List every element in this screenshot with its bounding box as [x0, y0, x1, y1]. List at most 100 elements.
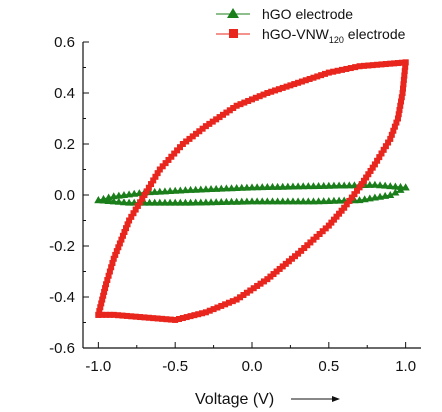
- data-point: [352, 64, 359, 71]
- data-point: [254, 282, 261, 289]
- data-point: [130, 210, 137, 217]
- data-point: [110, 255, 117, 262]
- data-point: [213, 116, 220, 123]
- data-point: [217, 198, 226, 206]
- data-point: [115, 312, 122, 319]
- data-point: [314, 197, 323, 205]
- data-point: [145, 314, 152, 321]
- data-point: [237, 101, 244, 108]
- data-point: [191, 198, 200, 206]
- data-point: [101, 288, 108, 295]
- data-point: [400, 85, 407, 92]
- data-point: [355, 196, 364, 204]
- data-point: [102, 285, 109, 292]
- data-point: [382, 61, 389, 68]
- data-point: [199, 310, 206, 317]
- data-point: [394, 60, 401, 67]
- data-point: [302, 77, 309, 84]
- data-point: [273, 197, 282, 205]
- data-point: [386, 182, 395, 190]
- data-point: [263, 197, 272, 205]
- data-point: [119, 312, 126, 319]
- data-point: [291, 81, 298, 88]
- data-point: [381, 181, 390, 189]
- data-point: [106, 311, 113, 318]
- legend-label-hgo-vnw-main: hGO-VNW: [262, 26, 330, 42]
- data-point: [288, 182, 297, 190]
- legend-marker-square-icon: [229, 29, 238, 38]
- data-point: [247, 287, 254, 294]
- data-point: [278, 197, 287, 205]
- data-point: [172, 316, 179, 323]
- data-point: [145, 184, 152, 191]
- data-point: [283, 182, 292, 190]
- data-point: [155, 198, 164, 206]
- data-point: [168, 153, 175, 160]
- series-1: [95, 59, 409, 323]
- data-point: [365, 171, 372, 178]
- data-point: [335, 181, 344, 189]
- data-point: [206, 120, 213, 127]
- data-point: [105, 272, 112, 279]
- data-point: [343, 201, 350, 208]
- data-point: [278, 182, 287, 190]
- data-point: [378, 150, 385, 157]
- data-point: [401, 72, 408, 79]
- data-point: [181, 198, 190, 206]
- data-point: [227, 197, 236, 205]
- legend-item-hgo: hGO electrode: [216, 6, 353, 22]
- data-point: [299, 197, 308, 205]
- data-point: [123, 312, 130, 319]
- data-point: [176, 315, 183, 322]
- data-point: [347, 65, 354, 72]
- data-point: [189, 133, 196, 140]
- data-point: [97, 304, 104, 311]
- data-point: [288, 197, 297, 205]
- data-point: [398, 98, 405, 105]
- data-point: [218, 302, 225, 309]
- data-point: [187, 313, 194, 320]
- legend: hGO electrode hGO-VNW120 electrode: [216, 6, 406, 45]
- data-point: [351, 191, 358, 198]
- data-point: [256, 93, 263, 100]
- data-point: [233, 296, 240, 303]
- data-point: [119, 232, 126, 239]
- data-point: [112, 251, 119, 258]
- data-point: [363, 174, 370, 181]
- data-point: [109, 260, 116, 266]
- data-point: [159, 315, 166, 322]
- data-point: [369, 62, 376, 69]
- data-point: [196, 128, 203, 135]
- data-point: [370, 193, 379, 201]
- data-point: [325, 222, 332, 229]
- y-tick-label: -0.2: [49, 238, 75, 255]
- data-point: [378, 61, 385, 68]
- data-point: [391, 188, 400, 196]
- axes: -0.6 -0.4 -0.2 0.0 0.2 0.4 0.6 -1.0 -0.5 0.0 0.5 1.…: [49, 34, 421, 375]
- data-point: [128, 213, 135, 220]
- data-point: [223, 109, 230, 116]
- data-point: [324, 196, 333, 204]
- data-point: [376, 181, 385, 189]
- data-point: [179, 141, 186, 147]
- data-point: [292, 253, 299, 260]
- data-point: [99, 296, 106, 303]
- data-point: [376, 154, 383, 161]
- data-point: [201, 198, 210, 206]
- data-point: [365, 194, 374, 202]
- data-point: [391, 123, 398, 130]
- data-point: [279, 263, 286, 270]
- data-point: [260, 91, 267, 98]
- data-point: [304, 182, 313, 190]
- data-point: [252, 94, 259, 101]
- data-point: [285, 258, 292, 265]
- data-point: [202, 123, 209, 130]
- data-point: [229, 298, 236, 305]
- data-point: [222, 301, 229, 308]
- data-point: [159, 163, 166, 170]
- data-point: [345, 181, 354, 189]
- y-tick-label: 0.4: [54, 85, 75, 102]
- data-point: [167, 316, 174, 323]
- data-point: [237, 197, 246, 205]
- data-point: [241, 99, 248, 106]
